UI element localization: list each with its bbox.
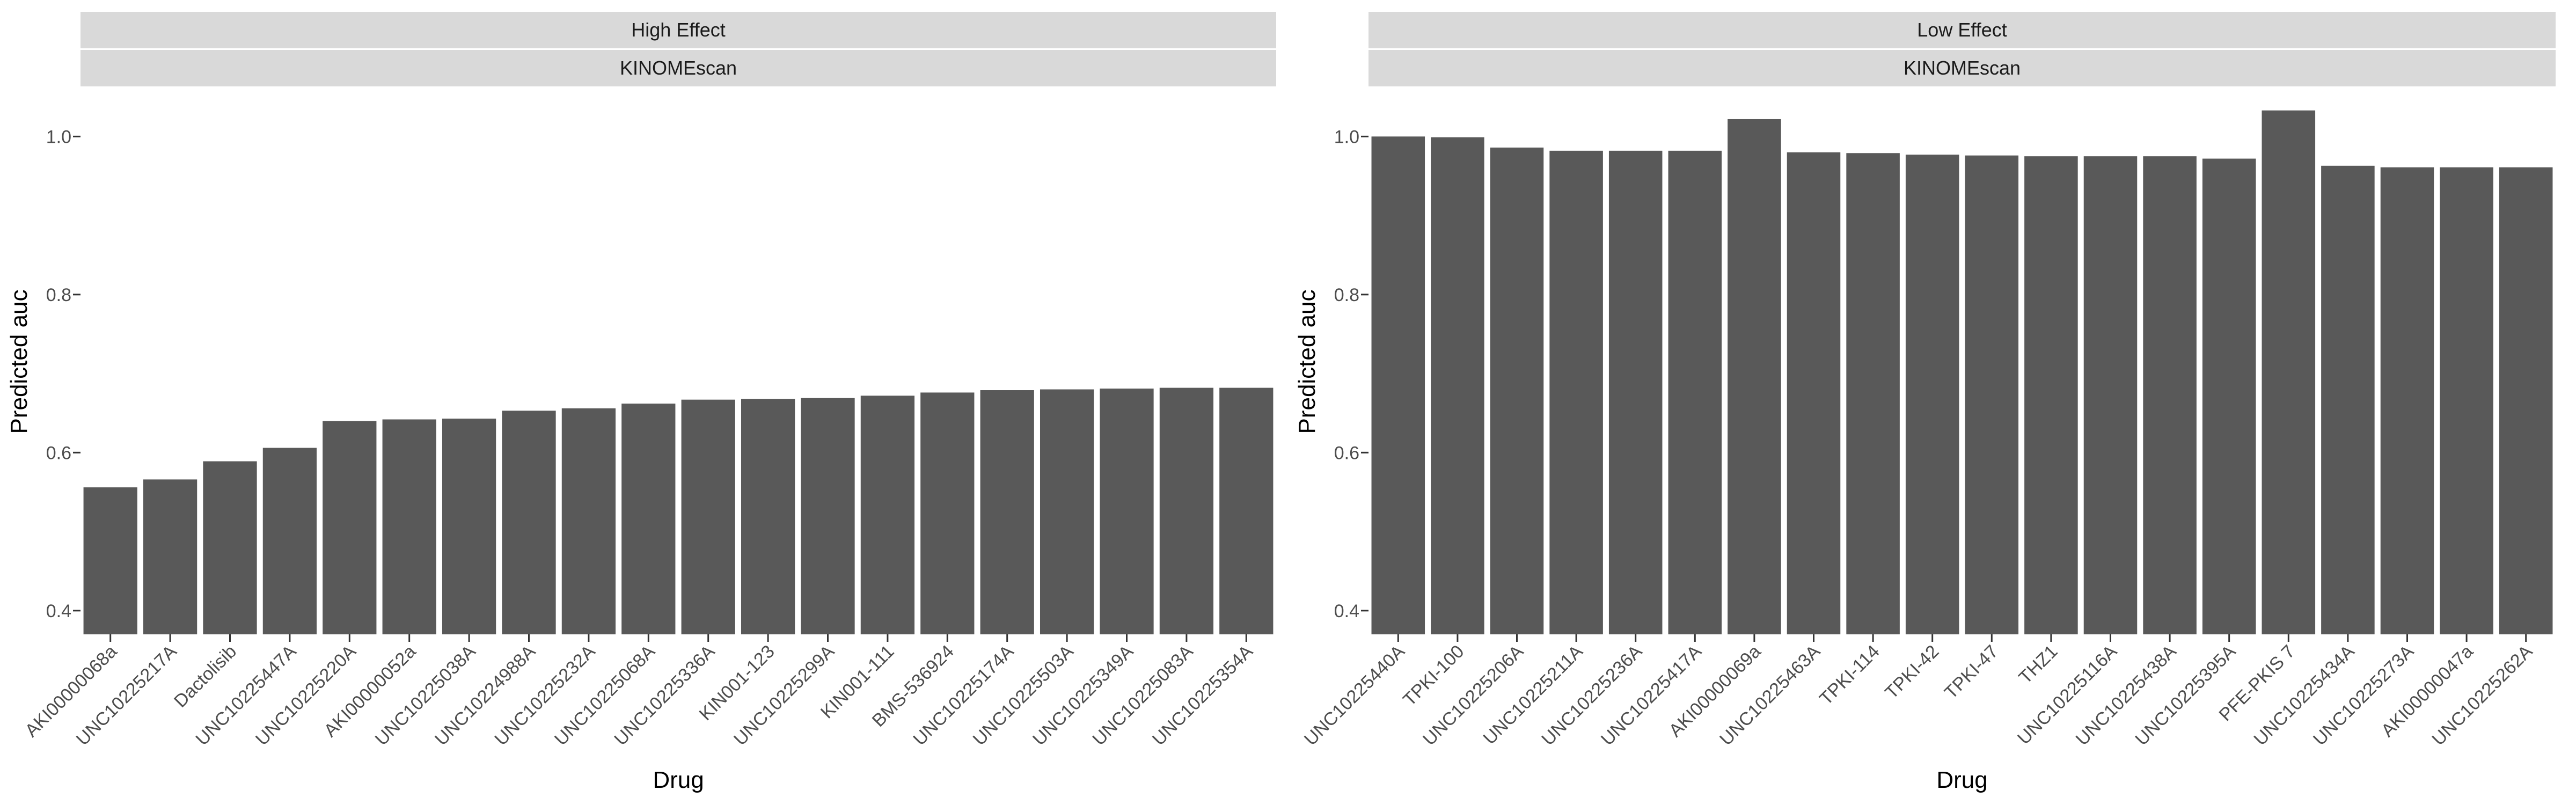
bar bbox=[621, 404, 676, 634]
bar bbox=[2143, 156, 2197, 634]
bar bbox=[382, 419, 436, 634]
x-tick-label: UNC10225349A bbox=[1029, 641, 1137, 750]
bar bbox=[203, 461, 257, 634]
bar bbox=[1159, 387, 1214, 634]
bar bbox=[143, 479, 197, 634]
bar bbox=[1490, 147, 1544, 635]
bar bbox=[561, 408, 616, 634]
bar bbox=[1668, 150, 1722, 634]
bar bbox=[920, 392, 975, 634]
bar bbox=[681, 399, 735, 634]
x-tick-label: UNC10225083A bbox=[1089, 641, 1197, 750]
bar bbox=[1040, 389, 1094, 634]
x-tick-label: UNC10225299A bbox=[730, 641, 838, 750]
bar bbox=[323, 421, 377, 634]
bar bbox=[801, 398, 855, 634]
bar bbox=[1728, 119, 1781, 635]
facet-strip bbox=[80, 12, 1276, 48]
x-tick-label: UNC10224988A bbox=[431, 641, 539, 750]
x-axis-title: Drug bbox=[653, 767, 704, 793]
y-tick-label: 1.0 bbox=[46, 127, 71, 147]
x-tick-label: TPKI-42 bbox=[1881, 641, 1943, 703]
x-tick-label: UNC10225116A bbox=[2014, 641, 2121, 749]
y-tick-label: 1.0 bbox=[1334, 127, 1359, 147]
x-tick-label: UNC10225232A bbox=[491, 641, 599, 750]
y-tick-label: 0.8 bbox=[1334, 285, 1359, 305]
x-tick-label: UNC10225068A bbox=[551, 641, 659, 750]
bar bbox=[1549, 150, 1603, 634]
x-tick-label: THZ1 bbox=[2015, 641, 2062, 688]
x-axis-title: Drug bbox=[1936, 767, 1987, 793]
bar bbox=[1905, 155, 1959, 634]
bar bbox=[980, 390, 1034, 634]
y-tick-label: 0.4 bbox=[46, 601, 71, 621]
y-axis-title: Predicted auc bbox=[1294, 289, 1320, 434]
x-tick-label: UNC10225220A bbox=[252, 641, 360, 750]
y-tick-label: 0.6 bbox=[46, 443, 71, 463]
x-tick-label: UNC10225174A bbox=[909, 641, 1018, 750]
bar bbox=[262, 448, 317, 634]
bar bbox=[2440, 167, 2493, 634]
y-tick-label: 0.4 bbox=[1334, 601, 1359, 621]
x-tick-label: TPKI-114 bbox=[1816, 641, 1884, 709]
bar bbox=[1371, 136, 1425, 634]
bar bbox=[2499, 167, 2553, 634]
facet-strip bbox=[80, 50, 1276, 86]
facet-strip-label: KINOMEscan bbox=[620, 57, 737, 79]
bar bbox=[2024, 156, 2078, 634]
x-tick-label: UNC10225417A bbox=[1597, 641, 1706, 750]
x-tick-label: UNC10225211A bbox=[1480, 641, 1587, 749]
facet-strip-label: High Effect bbox=[631, 19, 725, 41]
bar bbox=[502, 411, 556, 634]
y-tick-label: 0.8 bbox=[46, 285, 71, 305]
bar bbox=[1846, 153, 1900, 635]
x-tick-label: UNC10225038A bbox=[371, 641, 480, 750]
bar bbox=[2380, 167, 2434, 634]
x-tick-label: UNC10225447A bbox=[192, 641, 301, 750]
x-tick-label: UNC10225503A bbox=[969, 641, 1078, 750]
bar bbox=[1431, 137, 1484, 634]
x-tick-label: UNC10225236A bbox=[1538, 641, 1646, 750]
x-tick-label: UNC10225395A bbox=[2131, 641, 2240, 750]
bar bbox=[741, 399, 795, 634]
bar bbox=[1100, 389, 1154, 634]
x-tick-label: TPKI-47 bbox=[1941, 641, 2002, 703]
x-tick-label: UNC10225440A bbox=[1300, 641, 1409, 750]
y-axis-title: Predicted auc bbox=[6, 289, 32, 434]
bar bbox=[860, 396, 915, 634]
bar bbox=[1608, 150, 1663, 634]
bar bbox=[1965, 155, 2019, 634]
x-tick-label: UNC10225206A bbox=[1419, 641, 1527, 750]
x-tick-label: UNC10225273A bbox=[2309, 641, 2418, 750]
bar bbox=[1787, 152, 1841, 634]
bar bbox=[83, 487, 137, 634]
facet-strip-label: Low Effect bbox=[1917, 19, 2007, 41]
bar bbox=[2083, 156, 2138, 634]
x-tick-label: UNC10225262A bbox=[2428, 641, 2536, 750]
x-tick-label: UNC10225438A bbox=[2072, 641, 2180, 750]
x-tick-label: UNC10225434A bbox=[2250, 641, 2359, 750]
facet-strip bbox=[1368, 12, 2556, 48]
bar bbox=[442, 419, 496, 634]
y-tick-label: 0.6 bbox=[1334, 443, 1359, 463]
x-tick-label: UNC10225463A bbox=[1716, 641, 1824, 750]
bar bbox=[2262, 110, 2316, 634]
x-tick-label: UNC10225354A bbox=[1148, 641, 1257, 750]
facet-strip-label: KINOMEscan bbox=[1904, 57, 2021, 79]
facet-strip bbox=[1368, 50, 2556, 86]
bar bbox=[2321, 165, 2375, 634]
x-tick-label: UNC10225217A bbox=[72, 641, 181, 750]
x-tick-label: UNC10225336A bbox=[610, 641, 719, 750]
bar bbox=[2202, 158, 2256, 635]
bar bbox=[1219, 387, 1274, 634]
